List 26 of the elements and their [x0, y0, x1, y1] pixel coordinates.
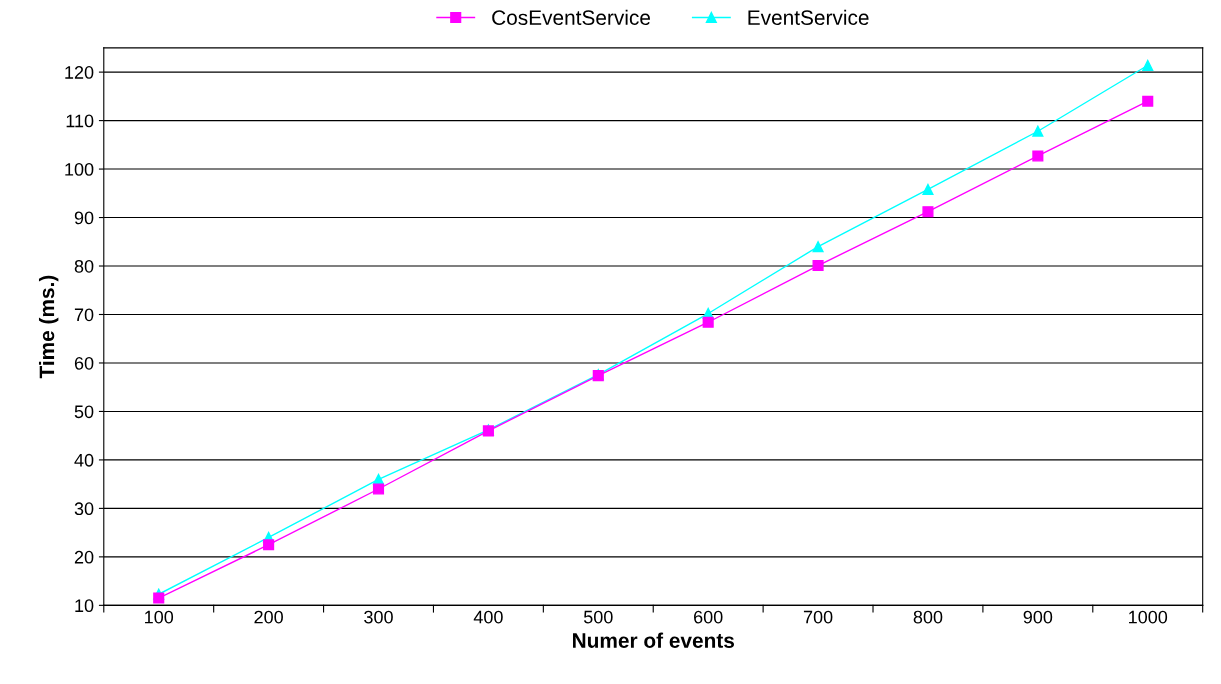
y-tick-label: 40 — [74, 453, 94, 467]
y-tick-label: 60 — [74, 356, 94, 370]
y-tick-label: 110 — [66, 114, 94, 128]
y-tick-label: 10 — [75, 599, 94, 613]
x-tick-label: 700 — [803, 610, 833, 624]
x-tick-label: 1000 — [1129, 610, 1168, 624]
y-axis-title: Time (ms.) — [38, 275, 59, 379]
x-tick-label: 500 — [583, 610, 613, 624]
x-tick-label: 900 — [1023, 610, 1053, 624]
y-tick-label: 100 — [65, 163, 94, 176]
y-tick-label: 20 — [74, 550, 94, 564]
x-tick-label: 600 — [694, 610, 723, 624]
x-tick-label: 300 — [364, 610, 393, 624]
y-tick-label: 30 — [74, 502, 94, 516]
y-tick-label: 90 — [74, 211, 94, 225]
y-tick-label: 80 — [74, 259, 94, 273]
x-tick-label: 800 — [913, 610, 943, 624]
x-tick-label: 400 — [473, 610, 503, 624]
y-tick-label: 50 — [74, 405, 94, 419]
x-tick-label: 200 — [254, 610, 283, 624]
x-tick-label: 100 — [145, 610, 174, 624]
x-axis-title: Numer of events — [573, 632, 734, 648]
y-tick-label: 70 — [74, 308, 94, 322]
legend-label: CosEventService — [492, 9, 650, 26]
y-tick-label: 120 — [65, 66, 94, 79]
legend-label: EventService — [748, 9, 869, 26]
